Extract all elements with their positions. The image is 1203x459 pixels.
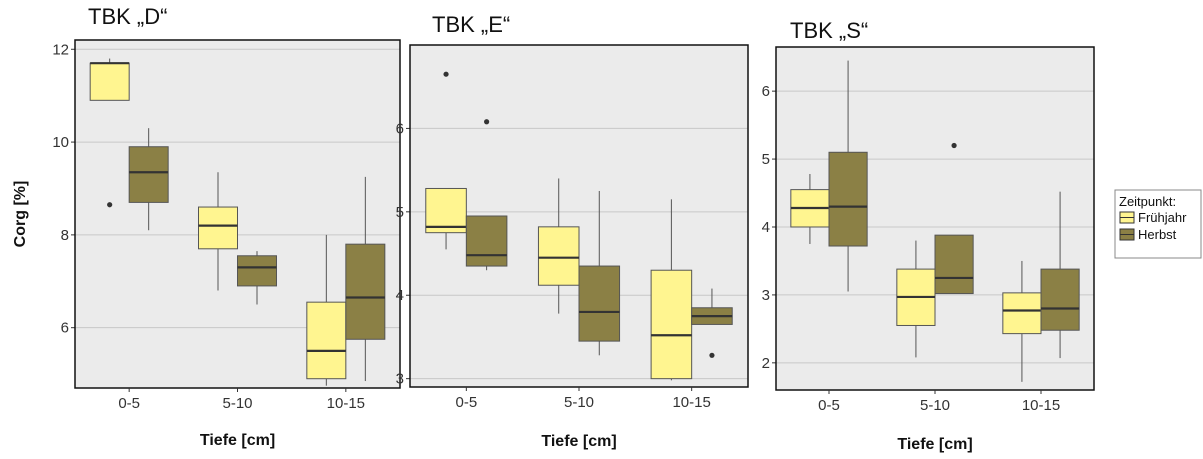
x-tick-label: 10-15 [327,395,365,412]
panel-title: TBK „E“ [432,12,510,37]
x-tick-label: 0-5 [818,397,840,414]
y-tick-label: 3 [762,287,770,304]
box-body [89,62,130,101]
box-fruehjahr-0-5 [790,174,830,244]
x-tick-label: 5-10 [222,395,252,412]
x-tick-label: 0-5 [455,394,477,411]
box-body [465,215,508,267]
box-fruehjahr-10-15 [1002,260,1042,382]
box-herbst-5-10 [237,251,277,305]
box-body [578,265,621,342]
x-axis-title: Tiefe [cm] [541,433,616,450]
panel-title: TBK „S“ [790,18,868,43]
outlier-point [443,71,449,77]
panel-1: 6 8 10 12 0-5 5-10 10-15 TBK „D“ Tiefe [cm] Corg … [12,4,401,449]
box-herbst-5-10 [934,142,974,295]
legend-box [1114,189,1202,259]
box-body [345,243,386,340]
box-body [650,269,693,380]
box-herbst-10-15 [691,288,733,358]
box-herbst-5-10 [578,190,621,356]
y-tick-label: 5 [396,204,404,221]
y-tick-label: 2 [762,355,770,372]
box-body [828,151,868,247]
panel-2: 3 4 5 6 0-5 5-10 10-15 TBK „E“ Tiefe [cm] [396,12,749,450]
y-tick-label: 8 [61,227,69,244]
legend-title: Zeitpunkt: [1119,194,1176,209]
x-axis-title: Tiefe [cm] [897,436,972,453]
box-herbst-10-15 [1040,191,1080,359]
box-body [425,187,467,234]
box-body [1002,292,1042,335]
outlier-point [951,142,957,149]
panel-title: TBK „D“ [88,4,167,29]
legend-label: Herbst [1138,227,1177,242]
box-fruehjahr-0-5 [425,71,467,250]
y-axis-title: Corg [%] [12,181,29,248]
y-tick-label: 4 [762,219,770,236]
panel-3: 2 3 4 5 6 0-5 5-10 10-15 TBK „S“ Tiefe [cm] [762,18,1095,453]
box-herbst-0-5 [465,119,508,271]
box-herbst-10-15 [345,176,386,382]
legend-label: Frühjahr [1138,210,1187,225]
x-tick-label: 5-10 [920,397,950,414]
box-fruehjahr-10-15 [650,199,693,381]
x-tick-label: 5-10 [564,394,594,411]
x-tick-label: 10-15 [672,394,710,411]
box-body [198,206,238,250]
box-fruehjahr-5-10 [537,178,580,314]
box-body [537,226,580,286]
box-fruehjahr-5-10 [198,172,238,291]
box-body [934,234,974,295]
x-axis-title: Tiefe [cm] [200,432,275,449]
y-tick-label: 10 [52,134,69,151]
box-fruehjahr-5-10 [896,240,936,358]
box-fruehjahr-10-15 [306,234,347,386]
outlier-point [484,119,490,125]
x-tick-label: 0-5 [118,395,140,412]
y-tick-label: 6 [396,120,404,137]
box-body [306,301,347,380]
box-fruehjahr-0-5 [89,58,130,208]
outlier-point [709,352,715,358]
y-tick-label: 12 [52,41,69,58]
box-herbst-0-5 [128,128,169,231]
y-tick-label: 4 [396,287,404,304]
box-body [128,146,169,203]
box-body [237,255,277,287]
x-tick-label: 10-15 [1022,397,1060,414]
y-tick-label: 5 [762,151,770,168]
box-body [1040,268,1080,331]
y-tick-label: 3 [396,371,404,388]
box-herbst-0-5 [828,60,868,292]
outlier-point [107,202,113,208]
legend: Zeitpunkt:Frühjahr Herbst [1114,189,1202,259]
y-tick-label: 6 [61,320,69,337]
y-tick-label: 6 [762,83,770,100]
